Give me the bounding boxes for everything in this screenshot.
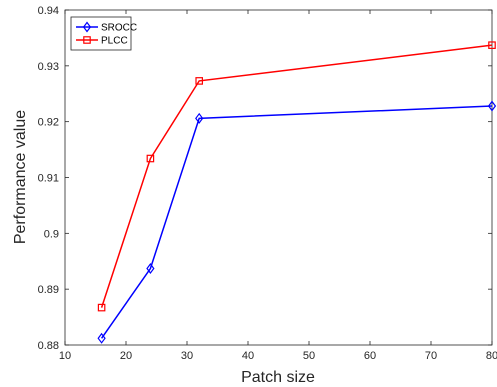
axes-box bbox=[64, 9, 493, 346]
y-tick-label: 0.91 bbox=[38, 173, 59, 185]
y-tick-label: 0.92 bbox=[38, 117, 59, 129]
x-tick-label: 50 bbox=[303, 350, 315, 362]
data-point-plcc bbox=[97, 303, 106, 312]
legend-marker bbox=[82, 21, 92, 33]
legend-item-srocc: SROCC bbox=[76, 21, 137, 34]
x-tick-label: 70 bbox=[425, 350, 437, 362]
data-point-srocc bbox=[146, 263, 155, 275]
legend-item-plcc: PLCC bbox=[76, 36, 128, 47]
legend-marker bbox=[83, 36, 91, 44]
data-point-srocc bbox=[97, 332, 106, 344]
series-line-plcc bbox=[100, 44, 493, 308]
x-tick-label: 60 bbox=[364, 350, 376, 362]
series-layer bbox=[97, 41, 497, 344]
x-axis-ticks: 10 20 30 40 50 60 70 80 bbox=[59, 10, 497, 362]
legend-label: SROCC bbox=[101, 23, 137, 34]
y-tick-label: 0.94 bbox=[38, 5, 59, 17]
data-point-plcc bbox=[146, 154, 155, 163]
y-tick-label: 0.89 bbox=[38, 284, 59, 296]
series-plcc bbox=[97, 41, 496, 312]
y-tick-label: 0.88 bbox=[38, 340, 59, 352]
legend-box bbox=[70, 16, 132, 51]
series-srocc bbox=[97, 100, 497, 344]
data-point-plcc bbox=[488, 41, 496, 49]
data-point-srocc bbox=[487, 100, 497, 112]
legend-label: PLCC bbox=[101, 36, 128, 47]
plot-area-frame bbox=[64, 9, 493, 346]
y-axis-label: Performance value bbox=[12, 110, 29, 244]
x-tick-label: 20 bbox=[120, 350, 132, 362]
y-tick-label: 0.9 bbox=[44, 228, 59, 240]
y-axis-ticks: 0.88 0.89 0.9 0.91 0.92 0.93 0.94 bbox=[38, 5, 492, 352]
legend: SROCC PLCC bbox=[70, 16, 137, 51]
x-tick-label: 40 bbox=[242, 350, 254, 362]
x-axis-label: Patch size bbox=[241, 369, 315, 386]
data-point-srocc bbox=[195, 112, 204, 124]
series-line-srocc bbox=[100, 105, 493, 339]
y-tick-label: 0.93 bbox=[38, 61, 59, 73]
x-tick-label: 30 bbox=[181, 350, 193, 362]
x-tick-label: 10 bbox=[59, 350, 71, 362]
x-tick-label: 80 bbox=[486, 350, 497, 362]
data-point-plcc bbox=[195, 77, 204, 85]
